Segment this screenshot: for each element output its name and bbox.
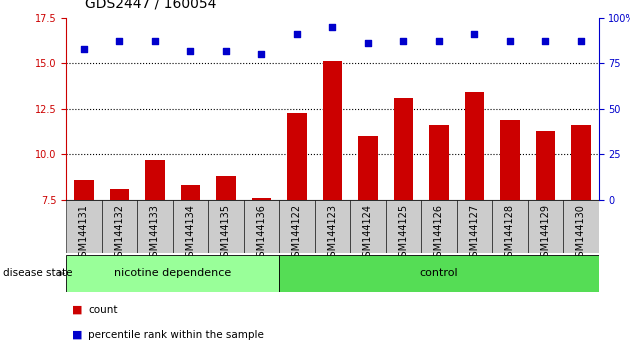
Bar bbox=[314, 200, 350, 253]
Bar bbox=[110, 189, 129, 200]
Point bbox=[398, 39, 408, 44]
Point bbox=[114, 39, 124, 44]
Text: nicotine dependence: nicotine dependence bbox=[114, 268, 231, 279]
Bar bbox=[527, 200, 563, 253]
Bar bbox=[563, 200, 598, 253]
Point bbox=[328, 24, 338, 30]
Bar bbox=[181, 185, 200, 200]
Bar bbox=[421, 200, 457, 253]
Bar bbox=[536, 131, 555, 200]
Text: count: count bbox=[88, 305, 118, 315]
Text: GSM144122: GSM144122 bbox=[292, 204, 302, 263]
Bar bbox=[66, 255, 279, 292]
Text: GSM144131: GSM144131 bbox=[79, 204, 89, 263]
Text: GSM144130: GSM144130 bbox=[576, 204, 586, 263]
Bar bbox=[251, 198, 271, 200]
Text: GSM144128: GSM144128 bbox=[505, 204, 515, 263]
Bar bbox=[279, 200, 314, 253]
Text: GDS2447 / 160054: GDS2447 / 160054 bbox=[85, 0, 217, 11]
Point bbox=[540, 39, 551, 44]
Point bbox=[221, 48, 231, 53]
Text: GSM144129: GSM144129 bbox=[541, 204, 550, 263]
Text: GSM144127: GSM144127 bbox=[469, 204, 479, 263]
Point bbox=[185, 48, 195, 53]
Bar bbox=[350, 200, 386, 253]
Bar bbox=[457, 200, 492, 253]
Bar bbox=[358, 136, 377, 200]
Bar bbox=[500, 120, 520, 200]
Bar bbox=[101, 200, 137, 253]
Point bbox=[433, 39, 444, 44]
Bar bbox=[386, 200, 421, 253]
Bar bbox=[464, 92, 484, 200]
Bar bbox=[208, 200, 244, 253]
Text: percentile rank within the sample: percentile rank within the sample bbox=[88, 330, 264, 339]
Bar bbox=[173, 200, 208, 253]
Text: GSM144123: GSM144123 bbox=[328, 204, 337, 263]
Text: GSM144133: GSM144133 bbox=[150, 204, 160, 263]
Bar bbox=[244, 200, 279, 253]
Text: GSM144135: GSM144135 bbox=[221, 204, 231, 263]
Text: control: control bbox=[420, 268, 458, 279]
Point bbox=[79, 46, 89, 52]
Text: GSM144126: GSM144126 bbox=[434, 204, 444, 263]
Point bbox=[150, 39, 160, 44]
Bar bbox=[429, 125, 449, 200]
Bar bbox=[145, 160, 164, 200]
Bar bbox=[279, 255, 598, 292]
Text: ■: ■ bbox=[72, 330, 83, 339]
Point bbox=[256, 51, 266, 57]
Bar bbox=[492, 200, 527, 253]
Bar bbox=[394, 98, 413, 200]
Point bbox=[505, 39, 515, 44]
Bar bbox=[137, 200, 173, 253]
Point bbox=[363, 40, 373, 46]
Point bbox=[469, 31, 479, 37]
Text: GSM144136: GSM144136 bbox=[256, 204, 266, 263]
Point bbox=[292, 31, 302, 37]
Bar bbox=[571, 125, 590, 200]
Text: GSM144125: GSM144125 bbox=[398, 204, 408, 263]
Text: GSM144124: GSM144124 bbox=[363, 204, 373, 263]
Text: GSM144132: GSM144132 bbox=[115, 204, 124, 263]
Bar bbox=[74, 180, 94, 200]
Text: disease state: disease state bbox=[3, 268, 72, 279]
Bar bbox=[287, 113, 307, 200]
Bar bbox=[66, 200, 101, 253]
Point bbox=[576, 39, 586, 44]
Text: ■: ■ bbox=[72, 305, 83, 315]
Text: GSM144134: GSM144134 bbox=[185, 204, 195, 263]
Bar bbox=[323, 62, 342, 200]
Bar bbox=[216, 176, 236, 200]
